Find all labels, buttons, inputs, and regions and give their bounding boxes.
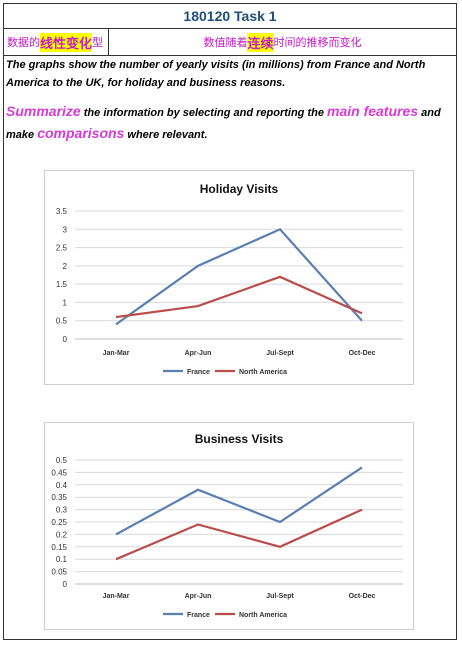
y-tick-label: 2 [63, 262, 68, 271]
series-line-france [115, 227, 363, 326]
instruction-text-b: and make [6, 107, 441, 141]
series-line-north-america [115, 508, 363, 561]
holiday-visits-chart: Holiday Visits 0 0.5 1 1.5 2 2.5 3 3.5 Jan-Mar Apr… [56, 182, 403, 376]
chart-type-prefix: 数据的 [7, 37, 40, 49]
chart-type-highlight: 线性变化 [40, 32, 93, 52]
y-tick-label: 0.45 [51, 468, 67, 477]
legend-label: North America [239, 369, 287, 376]
task-card: 180120 Task 1 数据的 线性变化型 数值随着 连续 时间的推移而变化 [3, 3, 457, 640]
trend-prefix: 数值随着 [203, 37, 248, 49]
task-title: 180120 Task 1 [4, 4, 456, 29]
subtitle-row: 数据的 线性变化型 数值随着 连续 时间的推移而变化 [4, 29, 456, 56]
series-line-france [115, 466, 363, 536]
holiday-chart-box: Holiday Visits 0 0.5 1 1.5 2 2.5 3 3.5 Jan-Mar Apr… [44, 170, 414, 385]
legend-label: France [187, 369, 210, 376]
y-tick-label: 0.05 [51, 568, 67, 577]
chart-title: Business Visits [195, 432, 284, 446]
chart-title: Holiday Visits [200, 182, 279, 196]
x-tick-label: Apr-Jun [185, 593, 212, 600]
keyword-summarize: Summarize [6, 103, 81, 119]
y-tick-label: 0.3 [56, 506, 68, 515]
trend-highlight: 连续 [247, 32, 274, 52]
x-tick-label: Oct-Dec [349, 350, 376, 357]
y-tick-label: 2.5 [56, 244, 68, 253]
chart-type-suffix: 型 [92, 37, 104, 49]
y-tick-label: 3 [63, 225, 68, 234]
y-tick-label: 0.35 [51, 493, 67, 502]
y-tick-label: 0.4 [56, 481, 68, 490]
y-tick-label: 0.15 [51, 543, 67, 552]
x-tick-label: Oct-Dec [349, 593, 376, 600]
x-tick-label: Jul-Sept [266, 350, 294, 357]
instruction-text-c: where relevant. [124, 129, 208, 141]
y-tick-label: 0.2 [56, 530, 68, 539]
keyword-main-features: main features [327, 103, 419, 119]
trend-suffix: 时间的推移而变化 [273, 37, 362, 49]
instruction-text-a: the information by selecting and reporti… [80, 107, 327, 119]
y-tick-label: 0.5 [56, 317, 68, 326]
y-tick-label: 0.5 [56, 456, 68, 465]
y-tick-label: 3.5 [56, 207, 68, 216]
series-line-north-america [115, 275, 363, 319]
y-tick-label: 0.25 [51, 518, 67, 527]
business-visits-chart: Business Visits 0 0.05 0.1 0.15 0.2 0.25 0.3 0.3… [51, 432, 403, 619]
task-prompt: The graphs show the number of yearly vis… [6, 59, 426, 89]
x-tick-label: Jul-Sept [266, 593, 294, 600]
x-tick-label: Jan-Mar [103, 350, 130, 357]
y-tick-label: 0.1 [56, 555, 68, 564]
task-instruction: Summarize the information by selecting a… [6, 101, 450, 145]
x-tick-label: Apr-Jun [185, 350, 212, 357]
y-tick-label: 1 [63, 298, 68, 307]
y-tick-label: 0 [63, 335, 68, 344]
y-tick-label: 1.5 [56, 280, 68, 289]
x-tick-label: Jan-Mar [103, 593, 130, 600]
business-chart-box: Business Visits 0 0.05 0.1 0.15 0.2 0.25 0.3 0.3… [44, 422, 414, 630]
legend-label: North America [239, 612, 287, 619]
legend-label: France [187, 612, 210, 619]
chart-trend-note: 数值随着 连续 时间的推移而变化 [109, 29, 456, 55]
y-tick-label: 0 [63, 580, 68, 589]
chart-type-note: 数据的 线性变化型 [4, 29, 109, 55]
keyword-comparisons: comparisons [37, 125, 125, 141]
